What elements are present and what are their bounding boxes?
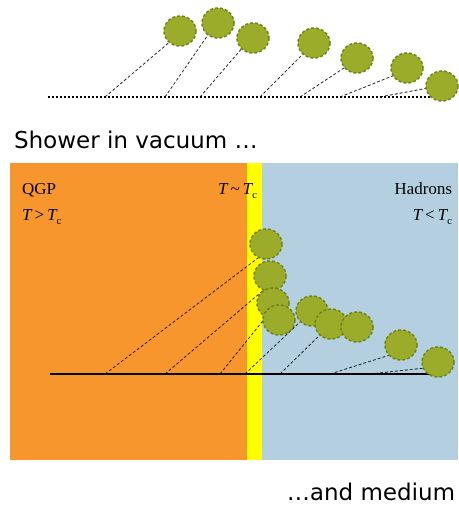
hadron xyxy=(340,311,374,343)
region-label: Hadrons xyxy=(394,179,452,198)
region-temperature: T ~ Tc xyxy=(218,179,257,201)
branch xyxy=(199,45,245,98)
branch xyxy=(299,65,348,98)
region-label: QGP xyxy=(22,179,56,198)
branch xyxy=(164,287,267,375)
branch xyxy=(329,354,391,375)
hadron xyxy=(425,70,459,102)
caption: …and medium xyxy=(287,480,455,506)
medium-shower xyxy=(50,228,455,378)
hadron xyxy=(421,346,455,378)
vacuum-shower xyxy=(48,7,459,102)
region-temperature: T > Tc xyxy=(22,205,62,227)
transition-region xyxy=(247,163,262,460)
hadron xyxy=(297,27,331,59)
region-temperature: T < Tc xyxy=(413,205,453,227)
branch xyxy=(164,31,211,98)
hadron xyxy=(340,42,374,74)
hadron-region xyxy=(262,163,458,460)
hadron xyxy=(390,52,424,84)
branch xyxy=(219,311,271,375)
branch xyxy=(379,87,429,98)
hadron xyxy=(163,15,197,47)
hadron xyxy=(236,22,270,54)
qgp-region xyxy=(10,163,247,460)
hadron xyxy=(262,304,296,336)
caption: Shower in vacuum … xyxy=(14,128,257,154)
hadron xyxy=(253,260,287,292)
branch xyxy=(259,51,306,98)
branch xyxy=(104,254,263,375)
hadron xyxy=(384,329,418,361)
hadron xyxy=(249,228,283,260)
branch xyxy=(339,74,396,98)
branch xyxy=(104,39,173,98)
hadron xyxy=(201,7,235,39)
branch xyxy=(369,367,426,375)
branch xyxy=(244,321,301,375)
